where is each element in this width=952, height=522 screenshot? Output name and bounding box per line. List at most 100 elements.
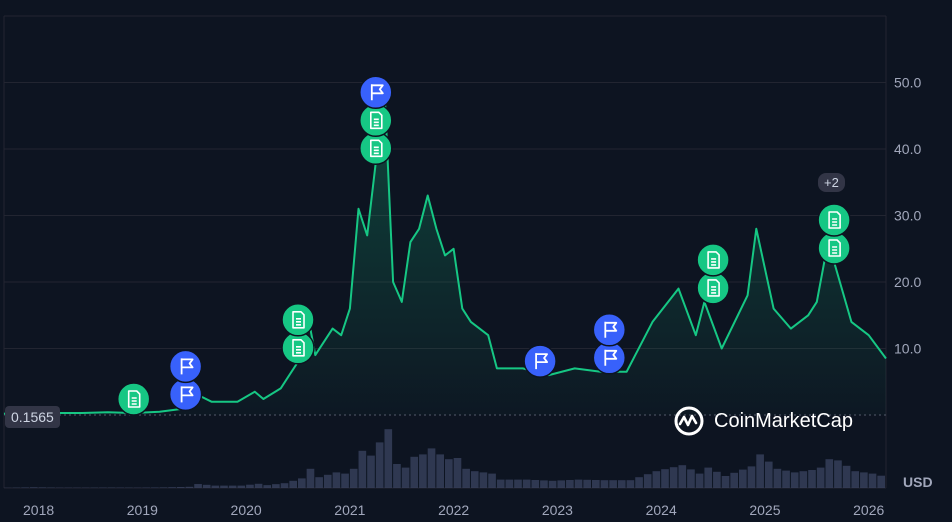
volume-bar xyxy=(799,471,808,488)
event-marker-circle[interactable] xyxy=(359,103,393,138)
event-marker-flag[interactable] xyxy=(523,344,557,378)
volume-bar xyxy=(617,480,626,488)
event-marker-circle[interactable] xyxy=(592,313,627,347)
volume-bar xyxy=(713,471,721,488)
event-marker-flag[interactable] xyxy=(168,349,203,384)
event-marker-circle[interactable] xyxy=(359,131,393,166)
hidden-events-badge[interactable]: +2 xyxy=(818,173,845,192)
volume-bar xyxy=(816,467,825,488)
event-marker-circle[interactable] xyxy=(281,303,315,337)
volume-bar xyxy=(237,485,246,488)
volume-bar xyxy=(254,483,263,488)
volume-bar xyxy=(782,470,790,488)
event-marker-news[interactable] xyxy=(281,303,315,337)
event-marker-circle[interactable] xyxy=(168,349,203,384)
document-icon xyxy=(369,139,383,158)
volume-bar xyxy=(678,465,687,488)
x-tick-label: 2024 xyxy=(646,502,677,518)
volume-bar xyxy=(531,480,540,488)
volume-bar xyxy=(29,487,38,488)
volume-bar xyxy=(445,459,453,488)
event-marker-circle[interactable] xyxy=(817,203,851,237)
volume-bar xyxy=(669,467,678,488)
coinmarketcap-watermark: CoinMarketCap xyxy=(672,404,853,438)
volume-bar xyxy=(652,471,661,488)
volume-bar xyxy=(834,460,842,488)
volume-bar xyxy=(739,469,747,488)
event-marker-news[interactable] xyxy=(359,131,393,166)
event-marker-flag[interactable] xyxy=(592,341,627,375)
volume-bar xyxy=(272,484,280,488)
x-tick-label: 2021 xyxy=(334,502,365,518)
event-marker-circle[interactable] xyxy=(523,344,557,378)
start-price-label: 0.1565 xyxy=(5,406,60,428)
volume-bar xyxy=(38,487,47,488)
event-marker-flag[interactable] xyxy=(592,313,627,347)
event-marker-circle[interactable] xyxy=(696,271,730,305)
event-marker-circle[interactable] xyxy=(116,382,151,416)
volume-bar xyxy=(280,483,289,488)
volume-bar xyxy=(168,487,176,488)
event-marker-news[interactable] xyxy=(817,231,851,265)
event-marker-circle[interactable] xyxy=(168,377,203,412)
event-marker-circle[interactable] xyxy=(696,243,730,277)
volume-bar xyxy=(419,454,427,488)
event-marker-news[interactable] xyxy=(116,382,151,416)
volume-bar xyxy=(228,485,237,488)
volume-bar xyxy=(496,479,505,488)
event-marker-news[interactable] xyxy=(696,243,730,277)
price-line-path xyxy=(3,88,887,415)
volume-bar xyxy=(358,450,367,488)
event-marker-news[interactable] xyxy=(696,271,730,305)
event-marker-flag[interactable] xyxy=(359,75,393,110)
volume-bar xyxy=(756,454,764,488)
event-marker-news[interactable] xyxy=(817,203,851,237)
price-area xyxy=(4,89,886,415)
volume-bar xyxy=(367,455,375,488)
volume-bar xyxy=(479,472,488,488)
volume-bar xyxy=(436,454,444,488)
volume-bar xyxy=(410,456,419,488)
x-tick-label: 2023 xyxy=(542,502,573,518)
price-area-fill xyxy=(4,89,886,415)
volume-bar xyxy=(341,473,349,488)
volume-bar xyxy=(401,467,410,488)
volume-bar xyxy=(211,485,220,488)
volume-bar xyxy=(747,466,756,488)
event-marker-news[interactable] xyxy=(281,331,315,365)
volume-bar xyxy=(730,472,738,488)
volume-bar xyxy=(661,469,669,488)
event-marker-circle[interactable] xyxy=(592,341,627,375)
volume-bar xyxy=(202,484,211,488)
volume-bar xyxy=(540,480,548,488)
volume-bar xyxy=(609,480,617,488)
price-line xyxy=(3,88,887,415)
volume-bar xyxy=(522,479,531,488)
flag-icon xyxy=(180,386,194,403)
event-marker-flag[interactable] xyxy=(168,377,203,412)
event-marker-news[interactable] xyxy=(359,103,393,138)
volume-bar xyxy=(574,479,583,488)
y-tick-label: 30.0 xyxy=(894,208,921,224)
y-tick-label: 10.0 xyxy=(894,341,921,357)
x-tick-label: 2019 xyxy=(127,502,158,518)
y-tick-label: 50.0 xyxy=(894,75,921,91)
volume-bar xyxy=(185,486,194,488)
volume-bar xyxy=(159,487,168,488)
document-icon xyxy=(707,279,720,297)
x-tick-label: 2026 xyxy=(853,502,884,518)
volume-bar xyxy=(453,458,462,488)
volume-bar xyxy=(488,473,496,488)
watermark-text: CoinMarketCap xyxy=(714,409,853,432)
volume-bar xyxy=(315,477,323,488)
event-marker-circle[interactable] xyxy=(281,331,315,365)
volume-bar xyxy=(384,429,393,488)
y-tick-label: 20.0 xyxy=(894,274,921,290)
volume-bar xyxy=(721,476,730,488)
volume-bar xyxy=(393,464,401,488)
event-marker-circle[interactable] xyxy=(359,75,393,110)
volume-bar xyxy=(306,468,315,488)
event-marker-circle[interactable] xyxy=(817,231,851,265)
